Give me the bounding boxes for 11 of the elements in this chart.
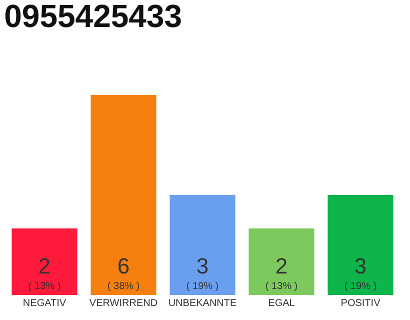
x-tick-label: NEGATIV xyxy=(22,298,66,309)
x-tick-label: VERWIRREND xyxy=(89,298,158,309)
x-tick-label: UNBEKANNTE xyxy=(168,298,237,309)
x-tick-label: EGAL xyxy=(268,298,296,309)
data-label: 2 ( 13% ) xyxy=(28,253,61,292)
data-label: 3 ( 19% ) xyxy=(344,253,377,292)
chart-title: 0955425433 xyxy=(4,0,182,34)
data-label: 6 ( 38% ) xyxy=(107,253,140,292)
data-label: 3 ( 19% ) xyxy=(186,253,219,292)
data-label: 2 ( 13% ) xyxy=(265,253,298,292)
x-tick-label: POSITIV xyxy=(340,298,381,309)
